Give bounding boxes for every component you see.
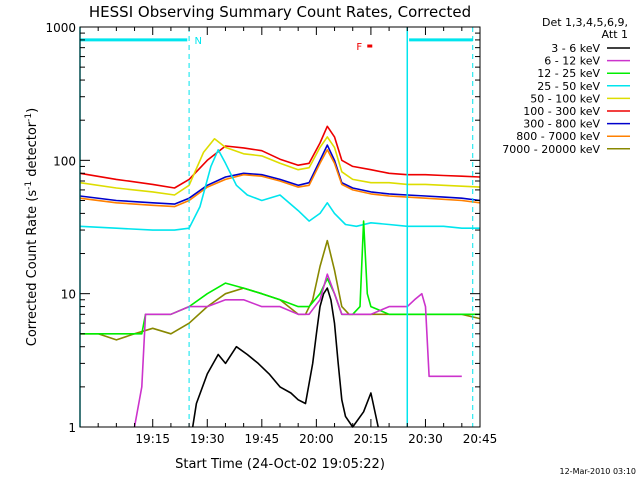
plot-area: NF 19:15 19:30 19:45 20:00 20:15 20:30 20:4511…: [45, 21, 497, 446]
x-tick-label-4: 20:15: [354, 432, 389, 446]
y-tick-label-1: 10: [61, 288, 76, 302]
y-axis-label-sup1: -1: [24, 181, 34, 190]
x-tick-label-3: 20:00: [299, 432, 334, 446]
x-tick-label-5: 20:30: [408, 432, 443, 446]
legend-label-2: 12 - 25 keV: [537, 67, 600, 80]
flare-marker-bar: [367, 44, 373, 48]
legend-label-3: 25 - 50 keV: [537, 80, 600, 93]
x-tick-label-1: 19:30: [190, 432, 225, 446]
chart-title: HESSI Observing Summary Count Rates, Cor…: [89, 3, 471, 21]
y-axis-label-end: ): [25, 108, 40, 113]
y-axis-label-main: Corrected Count Rate (s: [25, 190, 40, 347]
x-axis-label: Start Time (24-Oct-02 19:05:22): [175, 457, 385, 472]
y-tick-label-0: 1: [68, 421, 76, 435]
legend-label-0: 3 - 6 keV: [551, 42, 600, 55]
legend-label-1: 6 - 12 keV: [544, 55, 600, 68]
legend-header-line2: Att 1: [602, 28, 628, 41]
legend-label-7: 800 - 7000 keV: [516, 130, 600, 143]
legend-label-8: 7000 - 20000 keV: [502, 143, 600, 156]
y-tick-label-2: 100: [53, 154, 76, 168]
y-axis-label: Corrected Count Rate (s-1 detector-1): [24, 108, 40, 346]
series-line-3: [79, 149, 481, 208]
x-tick-label-0: 19:15: [135, 432, 170, 446]
x-tick-label-2: 19:45: [245, 432, 280, 446]
legend-label-5: 100 - 300 keV: [523, 105, 600, 118]
series-line-2: [79, 144, 481, 205]
flare-marker-label: F: [356, 42, 362, 53]
y-axis-label-sup2: -1: [24, 113, 34, 122]
y-tick-label-3: 1000: [45, 21, 76, 35]
footer-timestamp: 12-Mar-2010 03:10: [560, 467, 637, 476]
legend-label-6: 300 - 800 keV: [523, 118, 600, 131]
legend-header-line1: Det 1,3,4,5,6,9,: [542, 16, 628, 29]
series-line-7: [133, 273, 462, 428]
series-line-8: [191, 287, 379, 428]
x-tick-label-6: 20:45: [463, 432, 498, 446]
y-axis-label-mid: detector: [25, 121, 40, 181]
series-line-4: [79, 149, 480, 231]
legend-label-4: 50 - 100 keV: [530, 92, 600, 105]
night-marker-label: N: [195, 36, 202, 47]
series-line-0: [79, 125, 481, 189]
axis-ticks: 19:15 19:30 19:45 20:00 20:15 20:30 20:45 1 10 10…: [45, 21, 497, 446]
series-layer: [79, 125, 481, 428]
